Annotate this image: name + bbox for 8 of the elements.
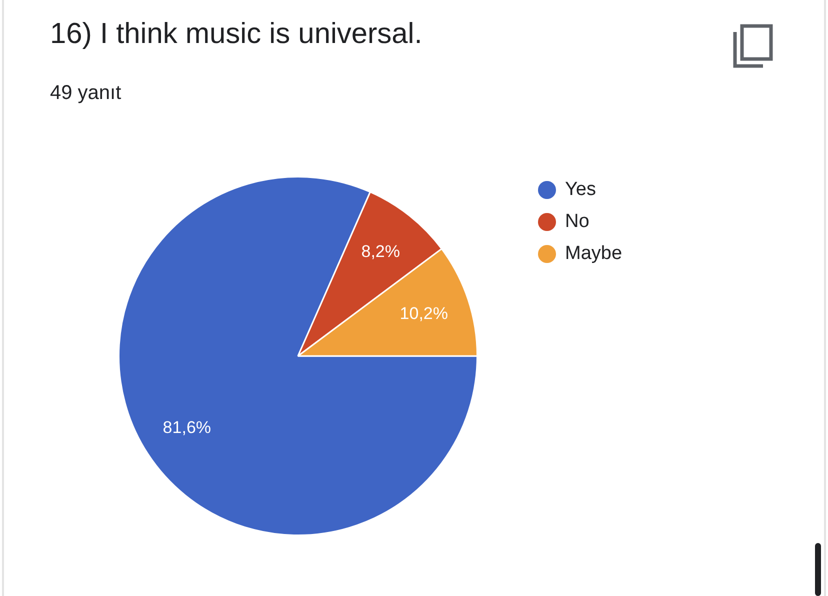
legend-label: Yes — [565, 179, 596, 201]
chart-title: 16) I think music is universal. — [50, 18, 422, 51]
chart-subtitle: 49 yanıt — [50, 82, 122, 105]
data-label: 10,2% — [400, 304, 448, 323]
data-label: 8,2% — [361, 242, 400, 261]
data-label: 81,6% — [162, 418, 212, 438]
legend-label: No — [565, 211, 590, 233]
legend-label: Maybe — [565, 243, 622, 265]
